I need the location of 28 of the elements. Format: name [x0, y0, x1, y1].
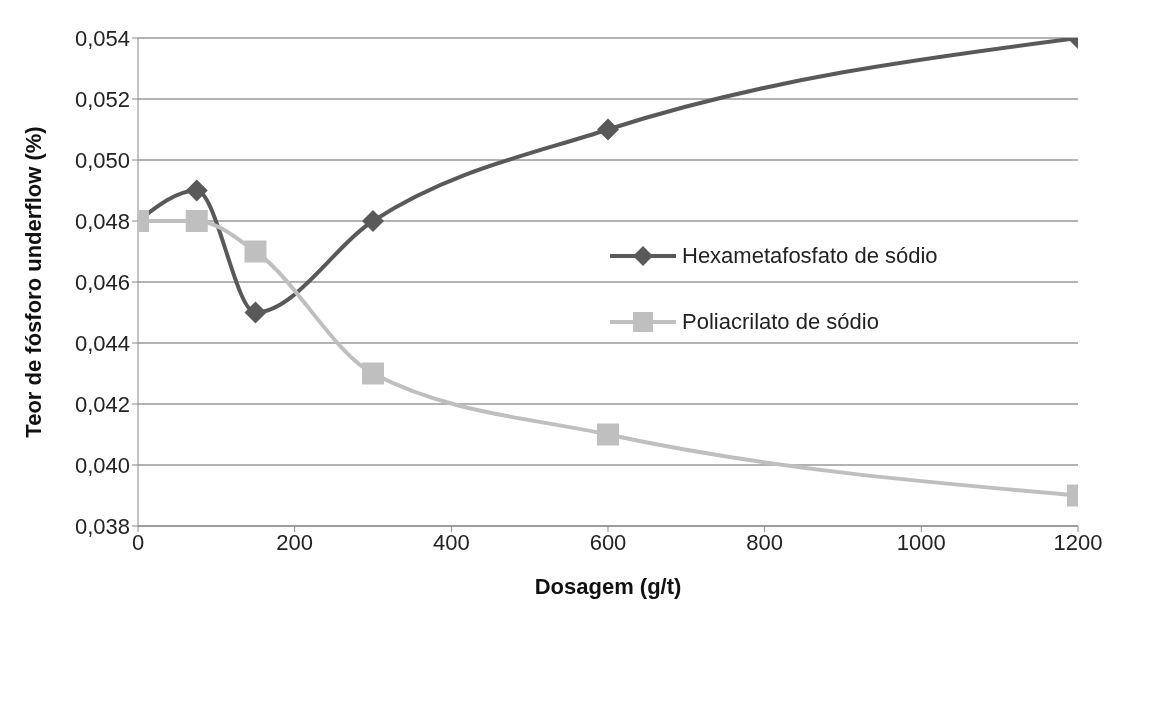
- y-tick-label: 0,040: [74, 452, 130, 478]
- y-tick-label: 0,050: [74, 147, 130, 173]
- x-axis-title: Dosagem (g/t): [534, 574, 682, 599]
- legend-label: Poliacrilato de sódio: [682, 309, 879, 335]
- point: [362, 210, 384, 232]
- x-tick-label: 0: [131, 529, 145, 555]
- y-tick-label: 0,046: [74, 269, 130, 295]
- y-tick-label: 0,038: [74, 513, 130, 539]
- point: [597, 423, 619, 446]
- y-tick-label: 0,042: [74, 391, 130, 417]
- y-axis-title: Teor de fósforo underflow (%): [20, 126, 46, 438]
- point: [597, 118, 619, 141]
- point: [362, 362, 384, 385]
- y-tick-label: 0,054: [74, 25, 130, 51]
- point: [244, 301, 267, 324]
- x-tick-label: 200: [276, 529, 314, 555]
- legend-label: Hexametafosfato de sódio: [682, 243, 938, 269]
- x-tick-label: 1200: [1053, 529, 1103, 555]
- point: [185, 179, 208, 202]
- y-tick-label: 0,044: [74, 330, 130, 356]
- y-tick-label: 0,048: [74, 208, 130, 234]
- x-tick-label: 1000: [896, 529, 946, 555]
- y-tick-label: 0,052: [74, 86, 130, 112]
- point: [185, 210, 208, 232]
- point: [244, 240, 267, 263]
- x-tick-label: 800: [746, 529, 784, 555]
- x-tick-label: 600: [589, 529, 627, 555]
- x-tick-label: 400: [432, 529, 470, 555]
